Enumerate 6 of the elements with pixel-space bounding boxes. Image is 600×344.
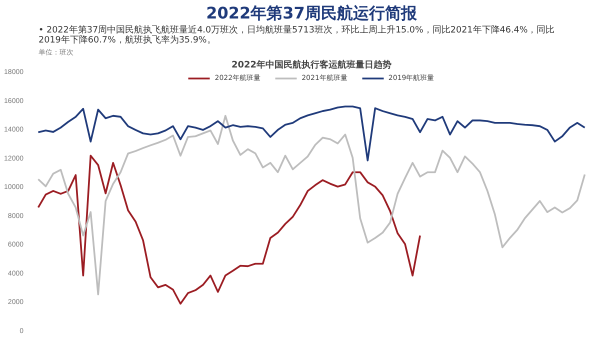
line-series xyxy=(37,154,421,305)
line-series xyxy=(37,106,586,162)
chart-title: 2022年第37周民航运行简报 xyxy=(206,4,418,22)
line-series xyxy=(37,114,586,296)
chart-subtitle: • 2022年第37周中国民航执飞航班量近4.0万班次，日均航班量5713班次，环比上周上升15.0%，同比2021年下降46.4%，同比2019年下降60.7%，航班执飞率为35.9%。 xyxy=(38,24,555,46)
text: 2022年中国民航执行客运航班量日趋势 xyxy=(231,60,392,70)
